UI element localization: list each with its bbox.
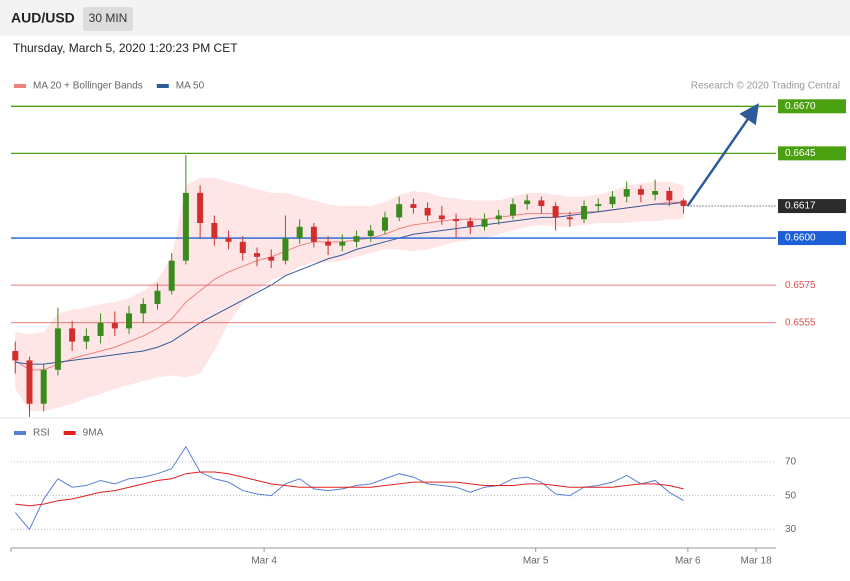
- candle-body: [69, 328, 76, 342]
- level-box: [778, 146, 846, 161]
- timeframe-tag: [83, 7, 133, 31]
- legend-swatch: [156, 84, 169, 88]
- candle-body: [566, 217, 573, 220]
- candle-body: [666, 191, 673, 201]
- level-label: 0.6600: [785, 233, 816, 244]
- candle-body: [154, 290, 161, 304]
- candle-body: [83, 335, 90, 342]
- level-box: [778, 199, 846, 214]
- candle-body: [637, 189, 644, 195]
- candle-body: [339, 241, 346, 246]
- candle-body: [54, 328, 61, 370]
- candle-body: [296, 226, 303, 239]
- candle-body: [453, 219, 460, 222]
- candle-body: [325, 241, 332, 246]
- source: Research © 2020 Trading Central: [691, 81, 840, 92]
- candle-body: [40, 369, 47, 404]
- candle-body: [595, 204, 602, 207]
- ma-line: [15, 201, 684, 365]
- y-tick-label: 30: [785, 524, 797, 535]
- candle-body: [652, 191, 659, 195]
- candle-body: [97, 322, 104, 336]
- candle-body: [12, 351, 19, 361]
- candle-body: [168, 260, 175, 291]
- candle-body: [26, 360, 33, 404]
- x-tick-label: Mar 4: [251, 556, 277, 567]
- y-tick-label: 50: [785, 490, 797, 501]
- level-box: [778, 99, 846, 114]
- level-label: 0.6645: [785, 148, 816, 159]
- candle-body: [367, 230, 374, 237]
- legend-swatch: [14, 84, 26, 88]
- indicator-line: [14, 445, 684, 531]
- timestamp: Thursday, March 5, 2020 1:20:23 PM CET: [13, 41, 238, 55]
- legend-label: MA 20 + Bollinger Bands: [33, 81, 143, 92]
- candle-body: [197, 192, 204, 223]
- candle-body: [268, 256, 275, 261]
- level-box: [778, 231, 846, 246]
- candle-body: [239, 241, 246, 254]
- candle-body: [538, 200, 545, 207]
- candle-body: [680, 200, 687, 207]
- candle-body: [140, 303, 147, 314]
- candle-body: [182, 192, 189, 261]
- candle-body: [410, 204, 417, 208]
- ma-line: [14, 201, 684, 371]
- candle-body: [225, 238, 232, 242]
- candle-body: [524, 200, 531, 205]
- candle-body: [211, 223, 218, 239]
- candle-body: [509, 204, 516, 216]
- level-label: 0.6575: [785, 280, 816, 291]
- candle-body: [438, 215, 445, 220]
- level-label: 0.6617: [785, 201, 816, 212]
- candle-body: [467, 221, 474, 227]
- level-label: 0.6555: [785, 317, 816, 328]
- bollinger-band: [15, 177, 684, 412]
- candle-body: [253, 253, 260, 257]
- legend-swatch: [14, 431, 26, 435]
- candle-body: [481, 219, 488, 227]
- header-bar: [0, 0, 850, 36]
- symbol: AUD/USD: [11, 10, 75, 26]
- candle-body: [126, 313, 133, 329]
- legend-label: RSI: [33, 428, 50, 439]
- candle-body: [396, 204, 403, 218]
- legend-label: 9MA: [83, 428, 104, 439]
- timeframe: 30 MIN: [89, 11, 128, 25]
- x-tick-label: Mar 5: [523, 556, 549, 567]
- indicator-line: [15, 471, 684, 507]
- level-label: 0.6670: [785, 101, 816, 112]
- candle-body: [552, 206, 559, 218]
- projection-arrow: [686, 103, 759, 207]
- candle-body: [310, 226, 317, 242]
- candle-body: [381, 217, 388, 231]
- x-tick-label: Mar 18: [741, 556, 773, 567]
- candle-body: [424, 207, 431, 216]
- candle-body: [111, 322, 118, 329]
- x-tick-label: Mar 6: [675, 556, 701, 567]
- candle-body: [581, 206, 588, 220]
- candle-body: [623, 189, 630, 197]
- candle-body: [353, 236, 360, 242]
- candle-body: [282, 238, 289, 261]
- legend-swatch: [63, 431, 76, 435]
- candle-body: [495, 215, 502, 220]
- legend-label: MA 50: [176, 81, 205, 92]
- candle-body: [609, 196, 616, 205]
- y-tick-label: 70: [785, 457, 797, 468]
